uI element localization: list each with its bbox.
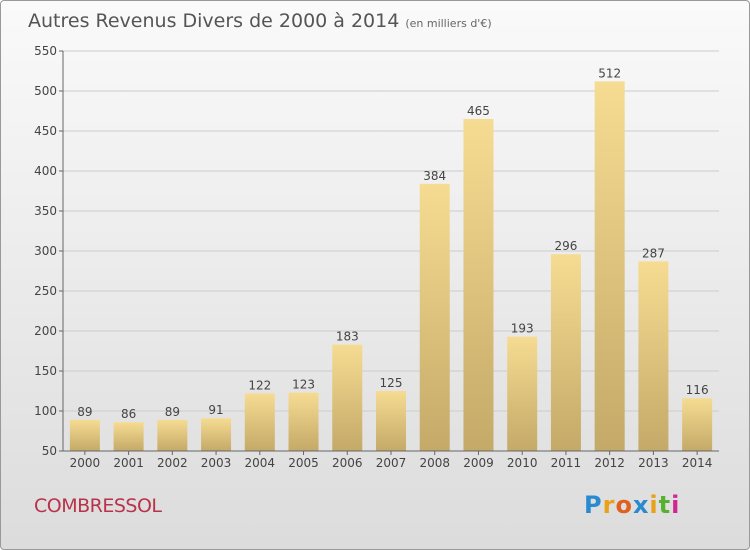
data-label: 123 [292, 378, 315, 392]
chart-title: Autres Revenus Divers de 2000 à 2014 (en … [28, 10, 492, 32]
x-tick-label: 2009 [463, 456, 494, 470]
logo-letter: i [671, 491, 681, 519]
data-label: 116 [686, 383, 709, 397]
y-tick-label: 450 [34, 124, 57, 138]
x-tick-label: 2012 [594, 456, 625, 470]
chart-title-text: Autres Revenus Divers de 2000 à 2014 [28, 10, 400, 32]
y-tick-label: 500 [34, 84, 57, 98]
data-label: 287 [642, 246, 665, 260]
town-name: COMBRESSOL [34, 495, 162, 517]
x-tick-label: 2003 [201, 456, 232, 470]
data-label: 91 [208, 403, 223, 417]
data-label: 465 [467, 104, 490, 118]
bar [288, 392, 319, 451]
data-label: 183 [336, 330, 359, 344]
y-tick-label: 550 [34, 44, 57, 58]
x-tick-label: 2007 [376, 456, 407, 470]
bar [638, 261, 669, 451]
bar [507, 336, 538, 451]
bar [201, 418, 232, 451]
x-tick-label: 2008 [419, 456, 450, 470]
data-label: 89 [77, 405, 92, 419]
bar [463, 119, 494, 451]
data-label: 296 [554, 239, 577, 253]
bar [113, 422, 144, 451]
bars: 89 86 89 91 122 123 183 125 384 465 193 296 512 287 11… [69, 66, 713, 452]
bar [69, 419, 100, 451]
chart-subtitle: (en milliers d'€) [405, 17, 492, 30]
bar [157, 419, 188, 451]
data-label: 122 [248, 378, 271, 392]
x-tick-label: 2011 [551, 456, 582, 470]
bar [594, 81, 625, 452]
y-tick-label: 200 [34, 324, 57, 338]
data-label: 384 [423, 169, 446, 183]
x-tick-label: 2006 [332, 456, 363, 470]
x-tick-label: 2013 [638, 456, 669, 470]
x-tick-label: 2001 [113, 456, 144, 470]
x-tick-label: 2005 [288, 456, 319, 470]
data-label: 125 [380, 376, 403, 390]
logo-letter: o [615, 491, 633, 519]
x-tick-label: 2014 [682, 456, 713, 470]
x-tick-label: 2000 [70, 456, 101, 470]
logo-letter: P [584, 491, 603, 519]
y-tick-label: 150 [34, 364, 57, 378]
x-tick-label: 2002 [157, 456, 188, 470]
x-tick-label: 2004 [245, 456, 276, 470]
bar [550, 254, 581, 451]
y-tick-label: 400 [34, 164, 57, 178]
bar [682, 398, 713, 451]
proxiti-logo: Proxiti [584, 491, 680, 519]
y-tick-label: 250 [34, 284, 57, 298]
data-label: 86 [121, 407, 136, 421]
logo-letter: x [632, 491, 650, 519]
logo-letter: t [658, 491, 672, 519]
axes: 50 100 150 200 250 300 350 400 450 500 550 2000 2001… [34, 44, 719, 470]
bar [376, 391, 406, 451]
data-label: 512 [598, 66, 621, 80]
y-tick-label: 350 [34, 204, 57, 218]
bar [419, 183, 450, 452]
y-tick-label: 300 [34, 244, 57, 258]
data-label: 89 [165, 405, 180, 419]
data-label: 193 [511, 322, 534, 336]
bar [244, 393, 275, 451]
x-tick-label: 2010 [507, 456, 538, 470]
y-tick-label: 100 [34, 404, 57, 418]
y-tick-label: 50 [42, 444, 57, 458]
logo-letter: i [649, 491, 659, 519]
bar [332, 344, 363, 451]
logo-letter: r [602, 491, 616, 519]
